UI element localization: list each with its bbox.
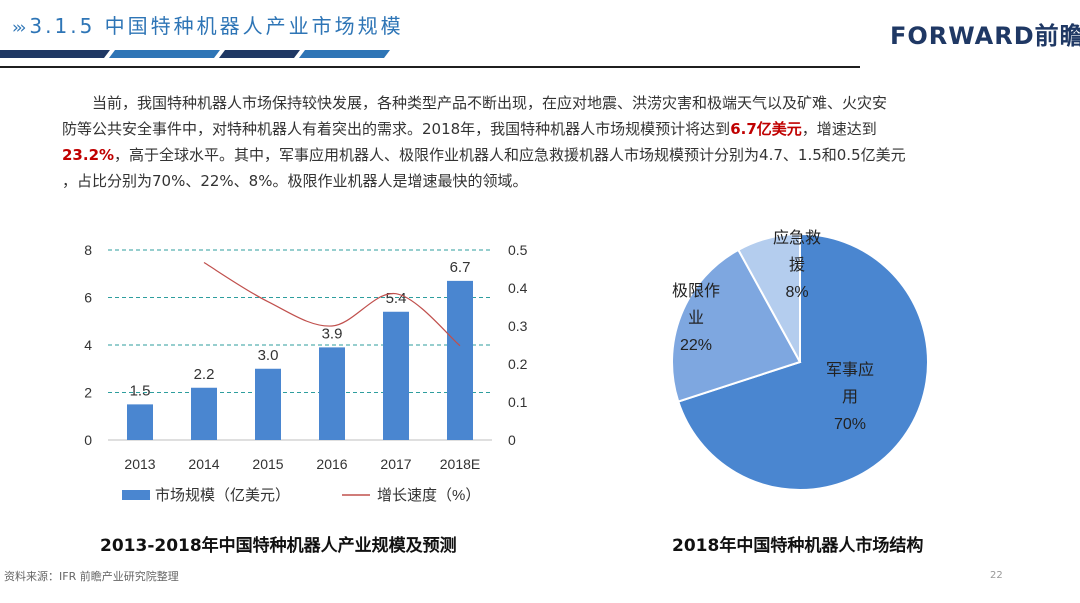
bar (383, 311, 409, 440)
y-tick-label-right: 0.1 (508, 394, 528, 410)
bar-chart-caption: 2013-2018年中国特种机器人产业规模及预测 (100, 536, 457, 556)
x-tick-label: 2018E (440, 456, 480, 472)
data-label: 3.0 (258, 347, 279, 364)
x-tick-label: 2017 (380, 456, 411, 472)
data-label: 2.2 (194, 366, 215, 383)
data-label: 3.9 (322, 325, 343, 342)
y-tick-label-left: 6 (84, 290, 92, 306)
title-decoration (0, 50, 390, 58)
bar (127, 404, 153, 440)
pie-chart-caption: 2018年中国特种机器人市场结构 (672, 536, 924, 556)
header-divider (0, 66, 860, 68)
source-note: 资料来源：IFR 前瞻产业研究院整理 (4, 570, 179, 583)
y-tick-label-left: 4 (84, 337, 92, 353)
highlight-growth-rate: 23.2% (62, 146, 115, 164)
y-tick-label-right: 0.2 (508, 356, 528, 372)
page-title-text: 3.1.5 中国特种机器人产业市场规模 (29, 14, 404, 38)
pie-slice-label: 应急救 (773, 228, 821, 247)
pie-slice-label: 极限作 (672, 282, 720, 300)
pie-slice-label: 22% (680, 337, 712, 354)
chevron-icon: ››› (12, 18, 27, 38)
paragraph-line-2: 防等公共安全事件中，对特种机器人有着突出的需求。2018年，我国特种机器人市场规… (62, 120, 877, 138)
pie-slice-label: 用 (842, 389, 858, 406)
bar (191, 387, 217, 440)
bar (255, 368, 281, 440)
y-tick-label-left: 2 (84, 385, 92, 401)
x-tick-label: 2015 (252, 456, 283, 472)
page-number: 22 (990, 570, 1003, 581)
legend-swatch-bar (122, 490, 150, 500)
data-label: 6.7 (450, 259, 471, 276)
page-title: ››› 3.1.5 中国特种机器人产业市场规模 (12, 10, 404, 39)
x-tick-label: 2013 (124, 456, 155, 472)
pie-slice-label: 军事应 (826, 360, 874, 379)
pie-slice-label: 援 (789, 256, 805, 274)
data-label: 1.5 (130, 382, 151, 399)
pie-slice (671, 248, 802, 403)
y-tick-label-right: 0.4 (508, 280, 528, 296)
y-tick-label-left: 0 (84, 432, 92, 448)
highlight-market-size: 6.7亿美元 (730, 120, 802, 138)
data-label: 5.4 (386, 290, 407, 307)
body-paragraph: 当前，我国特种机器人市场保持较快发展，各种类型产品不断出现，在应对地震、洪涝灾害… (62, 90, 1002, 194)
legend-label-bar: 市场规模（亿美元） (155, 487, 290, 504)
y-tick-label-right: 0.3 (508, 318, 528, 334)
y-tick-label-right: 0 (508, 432, 516, 448)
growth-rate-line (203, 262, 461, 347)
pie-slice (677, 232, 929, 491)
pie-slice-label: 8% (785, 284, 808, 301)
x-tick-label: 2016 (316, 456, 347, 472)
bar (447, 280, 473, 440)
legend-label-line: 增长速度（%） (377, 487, 480, 504)
y-tick-label-left: 8 (84, 242, 92, 258)
pie-slice-label: 业 (688, 309, 704, 327)
pie-slice-label: 70% (834, 416, 866, 433)
paragraph-line-3: 23.2%，高于全球水平。其中，军事应用机器人、极限作业机器人和应急救援机器人市… (62, 146, 906, 164)
bar (319, 347, 345, 440)
paragraph-line-4: ，占比分别为70%、22%、8%。极限作业机器人是增速最快的领域。 (62, 172, 528, 190)
pie-slice (736, 232, 801, 363)
y-tick-label-right: 0.5 (508, 242, 528, 258)
x-tick-label: 2014 (188, 456, 219, 472)
logo: FORWARD前瞻 (890, 22, 1080, 50)
paragraph-line-1: 当前，我国特种机器人市场保持较快发展，各种类型产品不断出现，在应对地震、洪涝灾害… (92, 94, 888, 112)
